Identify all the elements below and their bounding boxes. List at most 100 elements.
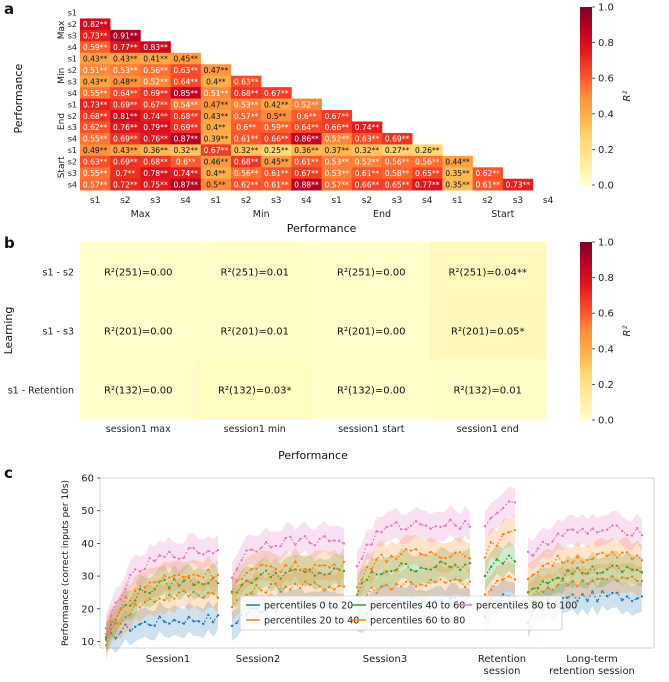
data-point <box>434 525 437 528</box>
data-point <box>463 563 467 566</box>
data-point <box>414 520 418 523</box>
data-point <box>616 524 619 527</box>
data-point <box>370 586 373 589</box>
heatmap-cell <box>110 132 141 145</box>
heatmap-cell-label: 0.63** <box>83 158 108 167</box>
heatmap-cell <box>231 155 262 168</box>
col-session-label: s2 <box>482 196 492 206</box>
data-point <box>483 593 487 596</box>
data-point <box>333 539 336 542</box>
data-point <box>240 583 243 587</box>
data-point <box>581 593 584 596</box>
data-point <box>375 529 378 533</box>
confidence-band <box>106 533 218 643</box>
data-point <box>630 557 634 561</box>
data-point <box>109 614 113 618</box>
heatmap-cell <box>110 178 141 191</box>
heatmap-cell <box>472 178 504 191</box>
heatmap-cell <box>110 144 141 157</box>
data-point <box>211 592 215 595</box>
session-label: Session2 <box>236 654 281 665</box>
data-point <box>255 550 258 553</box>
heatmap-cell-label: R²(251)=0.00 <box>337 268 406 279</box>
heatmap-cell <box>80 242 197 302</box>
heatmap-cell-label: 0.77** <box>113 43 138 52</box>
row-session-label: s2 <box>68 20 77 29</box>
heatmap-cell <box>200 121 232 134</box>
row-label: s1 - Retention <box>8 386 74 397</box>
heatmap-cell <box>110 52 141 65</box>
heatmap-cell <box>196 360 314 420</box>
heatmap-cell-label: 0.35** <box>445 180 470 189</box>
data-point <box>495 512 499 515</box>
heatmap-cell-label: 0.59** <box>83 43 108 52</box>
col-group-label: Start <box>491 209 514 220</box>
data-point <box>616 580 619 583</box>
heatmap-cell <box>351 132 383 145</box>
data-point <box>269 565 273 568</box>
data-point <box>463 585 467 589</box>
data-point <box>489 516 493 520</box>
data-point <box>114 601 117 604</box>
series-line <box>484 500 516 527</box>
data-point <box>158 554 161 557</box>
row-session-label: s3 <box>68 77 77 86</box>
heatmap-cell-label: 0.53** <box>324 158 349 167</box>
heatmap-cell-label: R²(201)=0.01 <box>221 327 290 338</box>
row-label: s1 - s2 <box>43 268 74 279</box>
heatmap-cell-label: 0.4** <box>206 169 226 178</box>
heatmap-cell <box>80 301 197 361</box>
data-point <box>318 585 321 588</box>
data-point <box>124 615 127 619</box>
data-point <box>566 596 569 599</box>
confidence-band <box>357 564 470 621</box>
data-point <box>596 600 599 603</box>
col-session-label: s3 <box>150 196 160 206</box>
data-point <box>129 599 132 602</box>
heatmap-cell-label: 0.67** <box>204 146 229 155</box>
heatmap-cell <box>80 121 111 134</box>
heatmap-cell-label: R²(201)=0.00 <box>104 327 173 338</box>
data-point <box>546 586 550 590</box>
data-point <box>429 527 432 530</box>
data-point <box>235 599 239 602</box>
row-session-label: s1 <box>68 100 77 109</box>
data-point <box>308 583 312 587</box>
data-point <box>489 565 493 569</box>
data-point <box>571 593 574 596</box>
confidence-band <box>106 555 218 649</box>
data-point <box>616 556 619 559</box>
data-point <box>596 531 599 534</box>
heatmap-cell-label: R²(132)=0.03* <box>218 386 292 397</box>
data-point <box>513 528 517 532</box>
data-point <box>177 573 181 577</box>
data-point <box>294 582 297 586</box>
data-point <box>419 583 423 586</box>
legend-label: percentiles 20 to 40 <box>264 616 359 627</box>
data-point <box>289 569 292 572</box>
heatmap-cell-label: 0.64** <box>173 77 198 86</box>
heatmap-cell-label: 0.53** <box>324 169 349 178</box>
data-point <box>586 582 589 586</box>
panel-b-letter: b <box>4 234 15 252</box>
colorbar-bar <box>580 7 592 185</box>
data-point <box>620 598 624 602</box>
data-point <box>114 637 117 640</box>
data-point <box>124 588 127 591</box>
data-point <box>289 567 292 570</box>
data-point <box>360 578 364 581</box>
heatmap-cell <box>321 110 353 122</box>
data-point <box>192 573 195 576</box>
data-point <box>250 548 253 551</box>
data-point <box>134 625 137 629</box>
data-point <box>250 581 253 585</box>
data-point <box>124 603 127 607</box>
data-point <box>424 554 427 557</box>
colorbar-tick-label: 1.0 <box>598 3 614 14</box>
data-point <box>153 600 156 604</box>
data-point <box>556 554 559 558</box>
data-point <box>419 552 423 556</box>
data-point <box>124 623 127 626</box>
data-point <box>439 525 442 529</box>
data-point <box>255 577 258 581</box>
